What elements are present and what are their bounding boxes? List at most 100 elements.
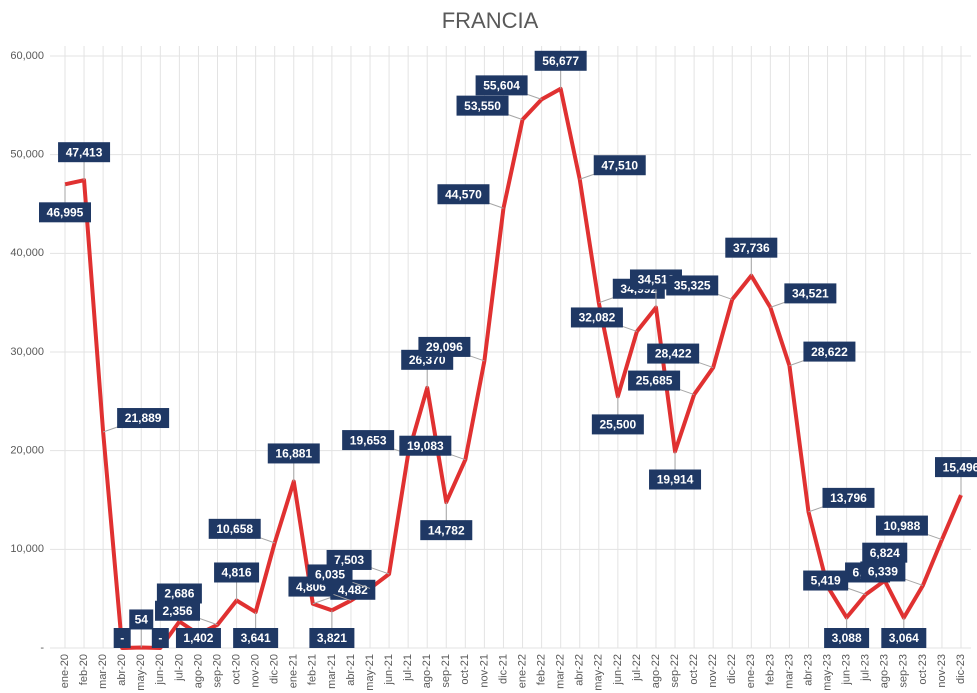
label-box xyxy=(267,443,320,464)
x-tick-label: ago-23 xyxy=(879,654,891,688)
value-label: 5,419 xyxy=(811,574,841,588)
data-label: 28,622 xyxy=(803,341,856,362)
value-label: 34,512 xyxy=(638,273,675,287)
label-box xyxy=(593,155,646,176)
x-tick-label: ago-22 xyxy=(650,654,662,688)
data-label: 19,653 xyxy=(342,430,395,451)
data-label: - xyxy=(151,628,169,648)
data-label: 46,995 xyxy=(39,202,91,223)
data-label: 32,082 xyxy=(570,307,623,328)
data-label: 25,685 xyxy=(628,370,681,391)
x-tick-label: may-20 xyxy=(135,654,147,691)
value-label: 53,550 xyxy=(464,99,501,113)
data-label: 21,889 xyxy=(117,408,170,429)
y-tick-label: 40,000 xyxy=(10,247,44,259)
label-box xyxy=(330,579,376,600)
label-box xyxy=(875,515,928,536)
data-label: 7,503 xyxy=(326,549,372,570)
label-box xyxy=(342,430,395,451)
value-label: 44,570 xyxy=(445,187,482,201)
x-tick-label: feb-22 xyxy=(536,654,548,685)
x-tick-label: mar-20 xyxy=(97,654,109,689)
x-tick-label: feb-23 xyxy=(764,654,776,685)
value-label: 16,881 xyxy=(275,447,312,461)
value-label: 56,677 xyxy=(542,54,579,68)
label-box xyxy=(824,628,870,648)
x-tick-label: ene-21 xyxy=(288,654,300,688)
data-label: 6,339 xyxy=(860,561,906,582)
label-box xyxy=(935,457,977,478)
data-label: 14,782 xyxy=(420,520,473,541)
x-tick-label: may-23 xyxy=(821,654,833,691)
label-box xyxy=(39,202,91,223)
label-box xyxy=(156,583,202,604)
data-label: 3,821 xyxy=(309,628,355,648)
x-tick-label: ago-21 xyxy=(421,654,433,688)
x-tick-label: ene-22 xyxy=(516,654,528,688)
x-tick-label: sep-21 xyxy=(440,654,452,688)
label-box xyxy=(649,469,702,490)
x-tick-label: ene-20 xyxy=(59,654,71,688)
label-box xyxy=(803,341,856,362)
x-tick-label: may-22 xyxy=(593,654,605,691)
value-label: 10,658 xyxy=(216,522,253,536)
value-label: 28,422 xyxy=(655,347,692,361)
value-label: 29,096 xyxy=(426,340,463,354)
label-box xyxy=(822,487,875,508)
x-tick-label: sep-23 xyxy=(898,654,910,688)
data-label: 5,419 xyxy=(803,570,849,591)
label-box xyxy=(862,542,908,563)
x-tick-label: dic-21 xyxy=(497,654,509,684)
value-label: - xyxy=(120,631,124,645)
label-box xyxy=(58,142,111,163)
data-label: 54 xyxy=(129,609,154,630)
x-tick-label: abr-23 xyxy=(802,654,814,686)
label-box xyxy=(420,520,473,541)
label-box xyxy=(399,435,452,456)
x-tick-label: jun-22 xyxy=(612,654,624,686)
value-label: 19,914 xyxy=(657,473,694,487)
value-label: 47,413 xyxy=(66,145,103,159)
label-box xyxy=(456,95,509,116)
value-label: 14,782 xyxy=(428,523,465,537)
data-label: 53,550 xyxy=(456,95,509,116)
data-label: 4,816 xyxy=(214,562,260,583)
label-box xyxy=(175,628,221,648)
value-label: 25,685 xyxy=(636,374,673,388)
value-label: 7,503 xyxy=(334,553,364,567)
label-box xyxy=(881,628,927,648)
value-label: 19,083 xyxy=(407,439,444,453)
label-box xyxy=(628,370,681,391)
x-tick-label: sep-22 xyxy=(669,654,681,688)
value-label: 54 xyxy=(135,613,149,627)
data-label: 47,510 xyxy=(593,155,646,176)
data-label: 2,356 xyxy=(155,600,201,621)
y-tick-label: 20,000 xyxy=(10,445,44,457)
label-box xyxy=(860,561,906,582)
data-label: 2,686 xyxy=(156,583,202,604)
data-label: 16,881 xyxy=(267,443,320,464)
label-box xyxy=(666,275,719,296)
data-label: 10,658 xyxy=(208,518,261,539)
x-tick-label: nov-20 xyxy=(250,654,262,688)
value-label: 10,988 xyxy=(884,519,921,533)
data-label: 34,521 xyxy=(784,283,837,304)
value-label: 55,604 xyxy=(483,79,520,93)
data-label: 25,500 xyxy=(591,414,644,435)
x-tick-label: nov-23 xyxy=(936,654,948,688)
x-tick-label: jun-21 xyxy=(383,654,395,686)
label-box xyxy=(117,408,170,429)
x-tick-label: dic-22 xyxy=(726,654,738,684)
x-tick-label: jun-23 xyxy=(841,654,853,686)
data-label: - xyxy=(113,628,131,648)
value-label: 3,088 xyxy=(832,631,862,645)
value-label: 37,736 xyxy=(733,241,770,255)
value-label: 34,521 xyxy=(792,287,829,301)
data-label: 29,096 xyxy=(418,336,471,357)
label-box xyxy=(309,628,355,648)
x-tick-label: sep-20 xyxy=(211,654,223,688)
value-label: 25,500 xyxy=(599,418,636,432)
x-tick-label: jun-20 xyxy=(154,654,166,686)
x-tick-label: nov-22 xyxy=(707,654,719,688)
